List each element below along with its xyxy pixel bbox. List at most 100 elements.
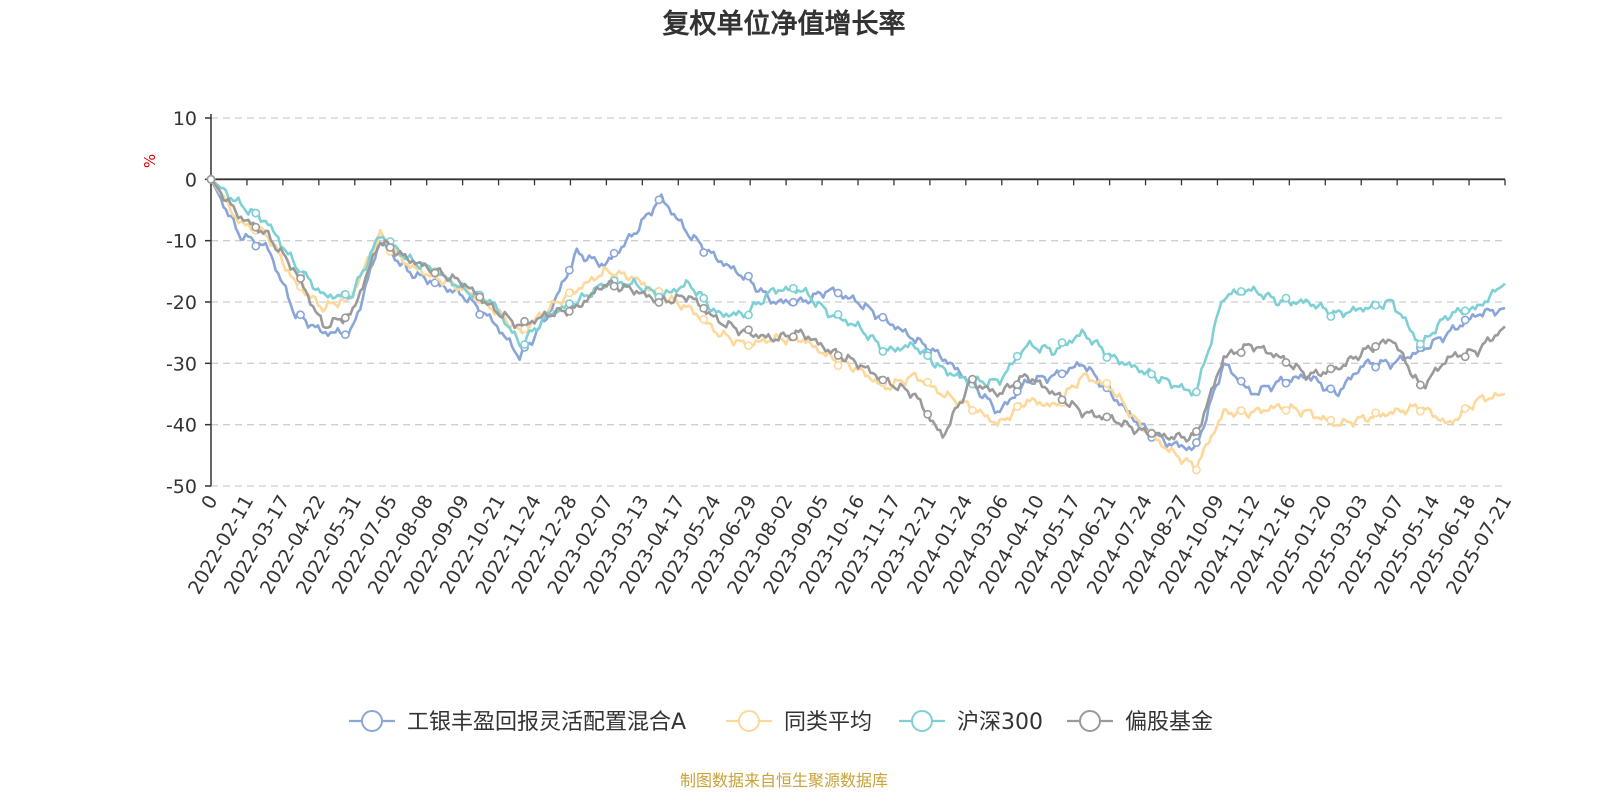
series-marker (1415, 406, 1425, 416)
series-marker (1057, 338, 1067, 347)
series-marker (699, 248, 709, 257)
legend-label: 沪深300 (957, 710, 1043, 735)
x-tick-labels: 02022-02-112022-03-172022-04-222022-05-3… (184, 492, 1516, 599)
legend-item-2[interactable]: 同类平均 (726, 710, 872, 735)
series-marker (1281, 358, 1291, 367)
series-marker (475, 310, 485, 319)
y-tick-labels: 10 0 -10 -20 -30 -40 -50 (166, 108, 197, 498)
series-marker (206, 174, 216, 184)
series-marker (1371, 362, 1380, 372)
series-marker (788, 283, 798, 293)
series-marker (1326, 312, 1336, 321)
series-marker (1281, 405, 1291, 415)
series-marker (833, 309, 843, 319)
series-marker (1012, 351, 1022, 361)
series-marker (1192, 438, 1201, 447)
series-marker (1236, 376, 1246, 386)
series-marker (744, 341, 753, 351)
series-marker (430, 268, 440, 278)
series-marker (744, 310, 753, 320)
series-marker (1460, 306, 1470, 316)
legend-label: 偏股基金 (1125, 710, 1213, 735)
series-marker (878, 347, 888, 356)
axes (205, 114, 1506, 487)
y-tick-label: -40 (166, 415, 197, 437)
y-tick-label: 0 (185, 169, 197, 191)
series-marker (1281, 378, 1291, 388)
series-marker (1371, 342, 1380, 351)
series-marker (878, 312, 888, 322)
series-marker (520, 340, 529, 349)
legend-swatch-marker (361, 710, 383, 732)
series-marker (654, 298, 664, 307)
source-note: 制图数据来自恒生聚源数据库 (680, 771, 888, 790)
series-marker (1236, 406, 1246, 415)
series-marker (340, 330, 350, 340)
series-marker (1192, 465, 1201, 475)
series-marker (385, 243, 395, 252)
series-marker (1415, 380, 1425, 390)
series-marker (296, 274, 305, 283)
x-tick-label: 0 (197, 492, 222, 513)
series-marker (699, 314, 709, 324)
series-marker (1192, 426, 1201, 436)
series-marker (475, 292, 485, 302)
series-marker (1147, 429, 1157, 438)
series-marker (923, 409, 933, 419)
series-marker (609, 248, 619, 258)
y-tick-label: -50 (166, 476, 197, 498)
legend[interactable]: 工银丰盈回报灵活配置混合A 同类平均 沪深300 偏股基金 (349, 710, 1213, 735)
legend-item-3[interactable]: 沪深300 (899, 710, 1043, 735)
series-marker (340, 289, 350, 299)
series-marker (1460, 352, 1470, 362)
series-marker (1236, 287, 1246, 296)
legend-swatch-marker (738, 710, 760, 732)
series-line-4 (209, 178, 1506, 443)
series-marker (654, 195, 664, 205)
series-marker (609, 281, 619, 291)
series-marker (699, 293, 709, 303)
series-marker (923, 377, 933, 387)
series-lines (206, 174, 1506, 475)
chart-title: 复权单位净值增长率 (663, 8, 906, 40)
series-marker (296, 310, 305, 320)
series-marker (1371, 300, 1380, 310)
series-marker (744, 325, 753, 335)
legend-label: 工银丰盈回报灵活配置混合A (407, 710, 686, 735)
y-axis-unit: % (141, 154, 159, 168)
series-marker (251, 208, 261, 218)
series-marker (744, 271, 753, 281)
series-marker (1102, 353, 1112, 362)
series-marker (1326, 384, 1336, 394)
series-marker (788, 297, 798, 307)
series-marker (1147, 369, 1157, 379)
y-tick-label: 10 (173, 108, 197, 130)
legend-label: 同类平均 (784, 710, 872, 735)
series-marker (1326, 364, 1336, 374)
series-marker (1057, 369, 1067, 379)
series-marker (251, 222, 261, 232)
legend-swatch-marker (1079, 710, 1101, 732)
series-marker (878, 375, 888, 385)
series-marker (1236, 348, 1246, 358)
series-marker (1326, 415, 1336, 425)
series-marker (1460, 404, 1470, 413)
series-marker (251, 241, 261, 251)
series-marker (520, 316, 529, 326)
series-marker (430, 278, 440, 288)
series-marker (833, 288, 843, 298)
series-marker (564, 288, 574, 298)
legend-item-4[interactable]: 偏股基金 (1067, 710, 1213, 735)
series-marker (1415, 339, 1425, 349)
legend-item-1[interactable]: 工银丰盈回报灵活配置混合A (349, 710, 686, 735)
series-marker (788, 332, 798, 342)
series-marker (699, 303, 709, 313)
series-marker (1192, 387, 1201, 397)
series-marker (1460, 315, 1470, 325)
series-marker (968, 374, 977, 384)
series-marker (1281, 293, 1291, 303)
legend-swatch-marker (911, 710, 933, 732)
series-marker (1371, 408, 1380, 418)
series-marker (564, 306, 574, 316)
